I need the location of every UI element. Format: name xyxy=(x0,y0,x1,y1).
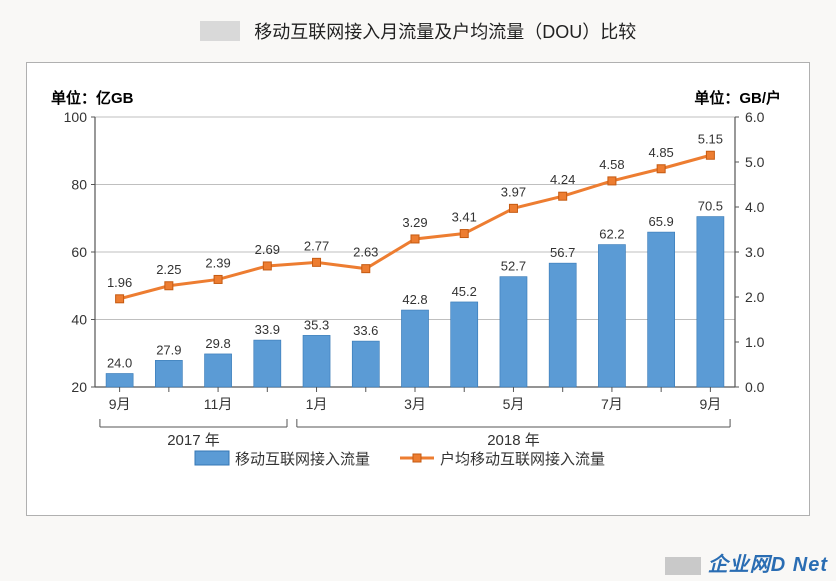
line-value-label: 2.25 xyxy=(156,262,181,277)
chart-container: 单位：亿GB 单位：GB/户 20 40 60 80 100 0.0 1.0 2.0 3.0 4.0 5… xyxy=(26,62,810,516)
line-value-label: 3.41 xyxy=(452,210,477,225)
left-axis-unit: 单位：亿GB xyxy=(51,89,134,107)
watermark-text: 企业网D Net xyxy=(708,554,828,576)
line-value-label: 3.97 xyxy=(501,184,526,199)
right-tick-label: 5.0 xyxy=(745,154,765,170)
left-tick-label: 100 xyxy=(64,109,88,125)
bar xyxy=(205,354,232,387)
right-tick-label: 0.0 xyxy=(745,379,765,395)
bar xyxy=(697,217,724,387)
line-value-label: 3.29 xyxy=(402,215,427,230)
line-value-label: 5.15 xyxy=(698,131,723,146)
line-value-label: 4.58 xyxy=(599,157,624,172)
bar-value-label: 52.7 xyxy=(501,259,526,274)
bar-value-label: 42.8 xyxy=(402,292,427,307)
line-marker xyxy=(706,151,714,159)
combo-chart: 单位：亿GB 单位：GB/户 20 40 60 80 100 0.0 1.0 2.0 3.0 4.0 5… xyxy=(37,75,797,495)
left-tick-label: 40 xyxy=(71,312,87,328)
left-tick-label: 20 xyxy=(71,379,87,395)
bar-value-label: 45.2 xyxy=(452,284,477,299)
bar-value-label: 35.3 xyxy=(304,317,329,332)
year-group-label: 2017 年 xyxy=(167,432,220,449)
line-marker xyxy=(313,258,321,266)
bar xyxy=(106,374,133,388)
bar xyxy=(352,341,379,387)
right-tick-label: 6.0 xyxy=(745,109,765,125)
left-tick-label: 80 xyxy=(71,177,87,193)
bar-value-label: 27.9 xyxy=(156,342,181,357)
chart-title: 移动互联网接入月流量及户均流量（DOU）比较 xyxy=(254,22,636,42)
bar-value-label: 29.8 xyxy=(205,336,230,351)
line-marker xyxy=(116,295,124,303)
x-tick-label: 3月 xyxy=(404,396,426,412)
bar-value-label: 62.2 xyxy=(599,227,624,242)
legend-label: 移动互联网接入流量 xyxy=(235,451,370,468)
bar xyxy=(155,360,182,387)
line-value-label: 2.39 xyxy=(205,255,230,270)
bar xyxy=(549,263,576,387)
line-value-label: 2.63 xyxy=(353,245,378,260)
line-value-label: 4.85 xyxy=(648,145,673,160)
bar xyxy=(254,340,281,387)
bar xyxy=(598,245,625,387)
line-marker xyxy=(460,230,468,238)
line-value-label: 1.96 xyxy=(107,275,132,290)
year-group-label: 2018 年 xyxy=(487,432,540,449)
watermark: 企业网D Net xyxy=(665,548,828,577)
x-tick-label: 1月 xyxy=(306,396,328,412)
right-axis-unit: 单位：GB/户 xyxy=(694,89,781,107)
x-tick-label: 9月 xyxy=(109,396,131,412)
line-marker xyxy=(214,275,222,283)
bar-value-label: 56.7 xyxy=(550,245,575,260)
right-tick-label: 3.0 xyxy=(745,244,765,260)
bar xyxy=(451,302,478,387)
chart-title-row: 移动互联网接入月流量及户均流量（DOU）比较 xyxy=(0,0,836,62)
x-tick-label: 9月 xyxy=(699,396,721,412)
legend-label: 户均移动互联网接入流量 xyxy=(440,451,605,468)
right-tick-label: 1.0 xyxy=(745,334,765,350)
right-tick-label: 4.0 xyxy=(745,199,765,215)
bar-value-label: 33.9 xyxy=(255,322,280,337)
bar xyxy=(303,335,330,387)
x-tick-label: 5月 xyxy=(503,396,525,412)
title-prefix-block xyxy=(200,21,240,41)
legend-swatch-bar xyxy=(195,451,229,465)
bar-value-label: 65.9 xyxy=(648,214,673,229)
line-marker xyxy=(657,165,665,173)
line-marker xyxy=(263,262,271,270)
line-marker xyxy=(411,235,419,243)
right-tick-label: 2.0 xyxy=(745,289,765,305)
line-value-label: 4.24 xyxy=(550,172,575,187)
x-tick-label: 7月 xyxy=(601,396,623,412)
bar-value-label: 33.6 xyxy=(353,323,378,338)
bar-value-label: 70.5 xyxy=(698,199,723,214)
line-marker xyxy=(362,265,370,273)
bar xyxy=(500,277,527,387)
legend-swatch-marker xyxy=(413,454,421,462)
line-marker xyxy=(165,282,173,290)
line-value-label: 2.69 xyxy=(255,242,280,257)
line-value-label: 2.77 xyxy=(304,238,329,253)
bar-value-label: 24.0 xyxy=(107,356,132,371)
line-marker xyxy=(509,204,517,212)
bar xyxy=(401,310,428,387)
left-tick-label: 60 xyxy=(71,244,87,260)
line-marker xyxy=(608,177,616,185)
x-tick-label: 11月 xyxy=(204,396,233,412)
line-marker xyxy=(559,192,567,200)
bar xyxy=(648,232,675,387)
